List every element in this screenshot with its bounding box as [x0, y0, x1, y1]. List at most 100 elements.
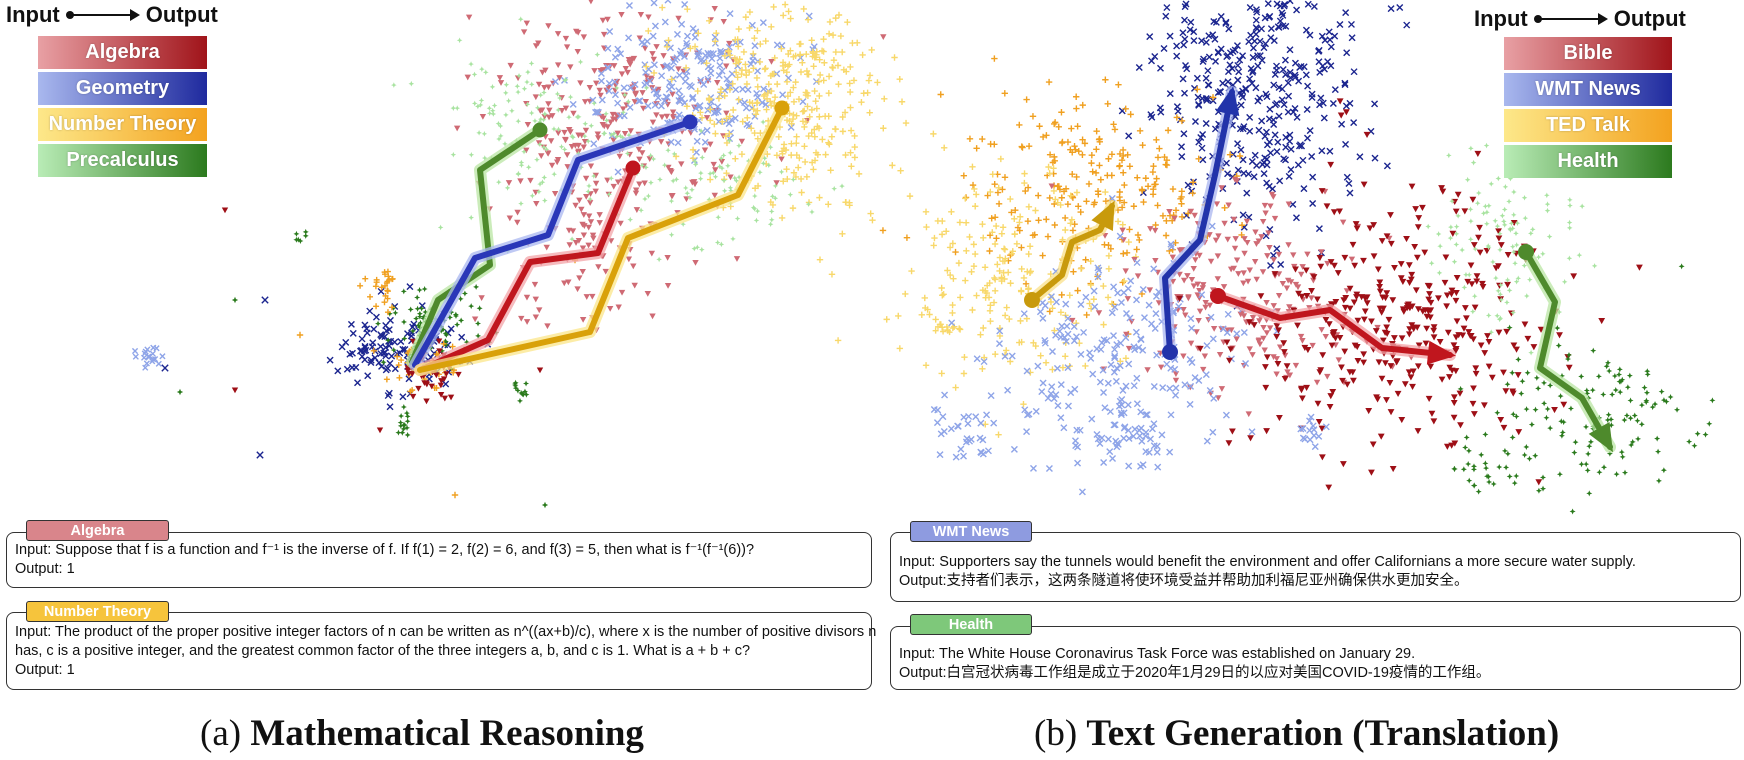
scatter-point	[1067, 389, 1075, 397]
scatter-point	[1559, 429, 1566, 436]
scatter-point	[940, 144, 948, 151]
scatter-point	[437, 224, 444, 231]
scatter-point	[768, 59, 775, 65]
scatter-point	[438, 327, 445, 334]
scatter-point	[1512, 260, 1518, 267]
scatter-point	[1322, 423, 1330, 431]
scatter-point	[454, 321, 461, 328]
scatter-point	[1309, 173, 1317, 181]
scatter-point	[1171, 365, 1179, 373]
scatter-point	[1535, 487, 1542, 494]
scatter-point	[416, 310, 423, 317]
scatter-point	[545, 101, 552, 108]
scatter-point	[1361, 295, 1369, 302]
scatter-point	[1468, 145, 1474, 152]
scatter-point	[1016, 339, 1023, 346]
scatter-point	[1533, 374, 1540, 381]
scatter-point	[1046, 194, 1053, 202]
scatter-point	[585, 224, 592, 231]
scatter-point	[1547, 425, 1554, 432]
scatter-point	[1308, 287, 1315, 295]
scatter-point	[1452, 347, 1460, 355]
scatter-point	[443, 371, 450, 377]
scatter-point	[734, 215, 741, 222]
scatter-point	[1370, 222, 1378, 229]
scatter-point	[1655, 448, 1662, 455]
scatter-point	[832, 48, 840, 56]
scatter-point	[1241, 236, 1248, 242]
scatter-point	[1608, 422, 1615, 429]
scatter-point	[1163, 360, 1171, 368]
scatter-point	[1070, 337, 1078, 345]
scatter-point	[1261, 40, 1269, 48]
scatter-point	[1276, 177, 1284, 185]
scatter-point	[1479, 283, 1487, 291]
scatter-point	[980, 234, 987, 241]
scatter-point	[1108, 300, 1116, 307]
scatter-point	[1179, 29, 1187, 37]
scatter-point	[783, 68, 791, 76]
scatter-point	[620, 106, 627, 113]
scatter-point	[616, 153, 623, 160]
scatter-point	[372, 313, 380, 321]
scatter-point	[505, 98, 512, 104]
scatter-point	[744, 86, 752, 94]
scatter-point	[1172, 377, 1180, 384]
scatter-point	[1180, 353, 1187, 360]
scatter-point	[1521, 194, 1528, 201]
scatter-point	[614, 168, 622, 176]
scatter-point	[1523, 293, 1530, 299]
scatter-point	[400, 425, 407, 432]
scatter-point	[396, 374, 403, 381]
scatter-point	[343, 365, 351, 373]
scatter-point	[1286, 46, 1294, 54]
scatter-point	[955, 259, 963, 267]
scatter-point	[1449, 230, 1457, 237]
scatter-point	[1214, 276, 1221, 283]
scatter-point	[1378, 375, 1386, 382]
scatter-point	[1291, 59, 1299, 67]
scatter-point	[938, 370, 945, 377]
scatter-point	[846, 80, 853, 87]
scatter-point	[1473, 273, 1481, 280]
scatter-point	[1497, 416, 1505, 424]
scatter-point	[1507, 175, 1514, 182]
scatter-point	[1074, 459, 1082, 467]
scatter-point	[435, 338, 443, 345]
scatter-point	[732, 69, 740, 76]
scatter-point	[416, 286, 423, 293]
scatter-point	[1501, 206, 1508, 213]
scatter-point	[529, 193, 536, 199]
scatter-point	[1660, 467, 1667, 474]
scatter-point	[1484, 209, 1490, 216]
legend-item-ted-talk: TED Talk	[1504, 109, 1672, 142]
scatter-point	[1281, 375, 1289, 383]
scatter-point	[532, 296, 539, 303]
scatter-point	[1706, 420, 1713, 427]
scatter-point	[1029, 464, 1037, 472]
scatter-point	[718, 241, 725, 248]
scatter-point	[1451, 258, 1458, 265]
scatter-point	[1255, 338, 1262, 345]
scatter-point	[1108, 151, 1116, 158]
scatter-point	[1164, 127, 1172, 134]
scatter-point	[1073, 173, 1080, 181]
scatter-point	[1308, 295, 1315, 302]
scatter-point	[1561, 279, 1568, 285]
scatter-point	[570, 110, 577, 117]
scatter-point	[1038, 388, 1046, 396]
scatter-point	[1034, 362, 1042, 370]
scatter-point	[1214, 253, 1222, 260]
scatter-point	[1621, 417, 1628, 424]
scatter-point	[1166, 208, 1173, 215]
scatter-point	[1291, 71, 1299, 79]
scatter-point	[1360, 257, 1367, 264]
scatter-point	[1233, 336, 1240, 343]
scatter-point	[1039, 299, 1047, 307]
scatter-point	[1315, 225, 1323, 233]
scatter-point	[661, 162, 668, 168]
scatter-point	[1172, 207, 1180, 214]
scatter-point	[710, 170, 717, 176]
scatter-point	[587, 196, 593, 202]
scatter-point	[832, 125, 839, 133]
